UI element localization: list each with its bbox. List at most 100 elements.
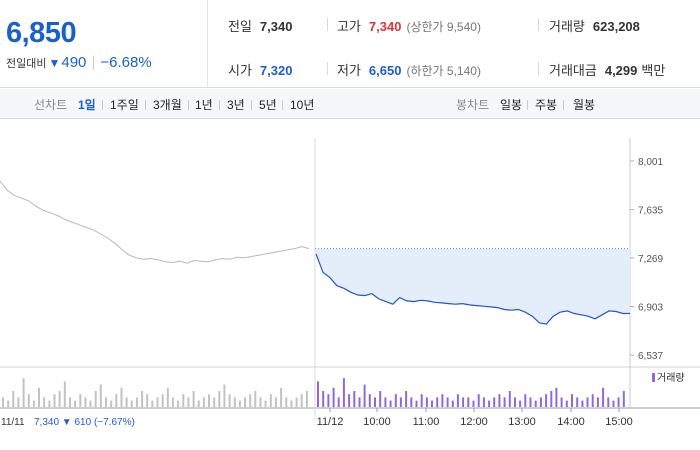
volume-bar-today bbox=[389, 400, 392, 407]
volume-bar-today bbox=[353, 391, 356, 407]
high-value: 7,340 bbox=[368, 19, 402, 34]
volume-bar-today bbox=[591, 394, 594, 407]
today-area-fill bbox=[316, 248, 630, 325]
volume-bar-prev-day bbox=[233, 397, 236, 407]
volume-bar-prev-day bbox=[254, 391, 257, 407]
y-tick-label: 6,537 bbox=[638, 351, 663, 362]
tab-1-day[interactable]: 1일 bbox=[78, 98, 96, 112]
volume-bar-prev-day bbox=[213, 397, 216, 407]
volume-bar-prev-day bbox=[146, 394, 149, 407]
volume-bar-today bbox=[317, 381, 319, 407]
tab-divider bbox=[282, 100, 283, 110]
volume-bar-prev-day bbox=[110, 400, 113, 407]
volume-bar-today bbox=[462, 397, 465, 407]
volume-bar-today bbox=[586, 397, 589, 407]
volume-bar-prev-day bbox=[141, 391, 144, 407]
volume-bar-prev-day bbox=[259, 397, 262, 407]
y-tick-label: 7,635 bbox=[638, 206, 663, 217]
volume-bar-prev-day bbox=[269, 394, 272, 407]
volume-bar-today bbox=[327, 394, 330, 407]
volume-bar-prev-day bbox=[300, 394, 303, 407]
x-tick-label: 13:00 bbox=[508, 416, 536, 428]
x-tick-label: 12:00 bbox=[460, 416, 488, 428]
volume-bar-today bbox=[503, 397, 506, 407]
volume-bar-today bbox=[342, 378, 345, 407]
volume-bar-prev-day bbox=[105, 397, 107, 407]
tab-divider bbox=[251, 100, 252, 110]
trade-value: 4,299 bbox=[604, 63, 638, 78]
volume-bar-today bbox=[332, 387, 335, 407]
today-price-line bbox=[315, 253, 630, 325]
volume-bar-prev-day bbox=[99, 384, 102, 407]
x-tick-label: 11:00 bbox=[413, 416, 440, 428]
tab-1-week[interactable]: 1주일 bbox=[110, 98, 139, 112]
x-tick-label: 15:00 bbox=[605, 416, 633, 428]
volume-bar-prev-day bbox=[74, 400, 77, 407]
tab-divider bbox=[188, 100, 189, 110]
volume-bar-today bbox=[488, 400, 491, 407]
change-divider bbox=[93, 55, 95, 70]
volume-bar-today bbox=[622, 391, 625, 407]
tab-divider bbox=[527, 100, 528, 110]
trade-value-unit: 백만 bbox=[641, 63, 666, 78]
volume-bar-today bbox=[441, 394, 444, 407]
volume-bar-today bbox=[363, 384, 366, 407]
volume-bar-prev-day bbox=[192, 391, 195, 407]
volume-bar-prev-day bbox=[84, 397, 87, 407]
volume-bar-today bbox=[545, 394, 548, 407]
volume-bar-prev-day bbox=[22, 378, 25, 407]
prev-day-price-line bbox=[0, 180, 310, 264]
volume-bar-prev-day bbox=[27, 394, 30, 407]
tab-3-years[interactable]: 3년 bbox=[227, 98, 245, 112]
volume-bar-today bbox=[550, 391, 553, 407]
candle-chart-label: 봉차트 bbox=[456, 98, 490, 112]
divider bbox=[538, 18, 539, 31]
intraday-chart: 8,001 7,635 7,269 6,903 6,537 거래량 11/12 10:00 11… bbox=[0, 120, 700, 450]
price-box: 6,850 전일대비 ▼ 490 −6.68% bbox=[0, 0, 208, 88]
volume-bar-today bbox=[405, 391, 408, 407]
chart-canvas: 8,001 7,635 7,269 6,903 6,537 거래량 11/12 10:00 11… bbox=[0, 138, 700, 428]
volume-bar-prev-day bbox=[197, 400, 200, 407]
tab-10-years[interactable]: 10년 bbox=[290, 98, 315, 112]
volume-bar-prev-day bbox=[218, 391, 221, 407]
volume-bar-prev-day bbox=[43, 397, 46, 407]
volume-bar-prev-day bbox=[228, 394, 231, 407]
volume-bar-today bbox=[358, 397, 361, 407]
volume-bar-today bbox=[555, 387, 558, 407]
tab-weekly-candle[interactable]: 주봉 bbox=[535, 98, 558, 112]
volume-bar-today bbox=[477, 394, 480, 407]
volume-bar-prev-day bbox=[125, 397, 128, 407]
volume-bar-prev-day bbox=[249, 394, 252, 407]
low-value: 6,650 bbox=[368, 63, 402, 78]
period-tab-bar: 선차트 1일 1주일 3개월 1년 3년 5년 10년 봉차트 일봉 주봉 월봉 bbox=[0, 89, 700, 119]
x-tick-label: 10:00 bbox=[363, 416, 391, 428]
volume-bar-today bbox=[519, 400, 522, 407]
volume-value: 623,208 bbox=[592, 19, 640, 34]
prev-close-cell: 전일 7,340 bbox=[228, 16, 292, 35]
volume-bar-prev-day bbox=[89, 400, 92, 407]
volume-bar-prev-day bbox=[151, 400, 154, 407]
quote-panel: 6,850 전일대비 ▼ 490 −6.68% 전일 7,340 고가 7,34… bbox=[0, 0, 700, 88]
tab-daily-candle[interactable]: 일봉 bbox=[500, 98, 523, 112]
volume-bar-today bbox=[607, 397, 610, 407]
volume-bar-prev-day bbox=[12, 391, 15, 407]
tab-1-year[interactable]: 1년 bbox=[195, 98, 213, 112]
volume-bar-prev-day bbox=[135, 397, 138, 407]
volume-bar-prev-day bbox=[115, 394, 118, 407]
volume-bar-prev-day bbox=[53, 394, 56, 407]
volume-bar-prev-day bbox=[280, 387, 283, 407]
open-label: 시가 bbox=[228, 63, 252, 78]
tab-monthly-candle[interactable]: 월봉 bbox=[573, 98, 596, 112]
volume-bar-today bbox=[565, 400, 568, 407]
open-cell: 시가 7,320 bbox=[228, 60, 292, 79]
open-value: 7,320 bbox=[259, 63, 293, 78]
tab-3-months[interactable]: 3개월 bbox=[153, 98, 182, 112]
change-amount: 490 bbox=[61, 54, 87, 71]
tab-5-years[interactable]: 5년 bbox=[259, 98, 277, 112]
line-chart-label: 선차트 bbox=[34, 98, 68, 112]
volume-bar-prev-day bbox=[94, 391, 97, 407]
volume-bar-prev-day bbox=[79, 394, 82, 407]
volume-bar-prev-day bbox=[7, 400, 10, 407]
tab-divider bbox=[219, 100, 220, 110]
volume-bar-prev-day bbox=[156, 397, 159, 407]
